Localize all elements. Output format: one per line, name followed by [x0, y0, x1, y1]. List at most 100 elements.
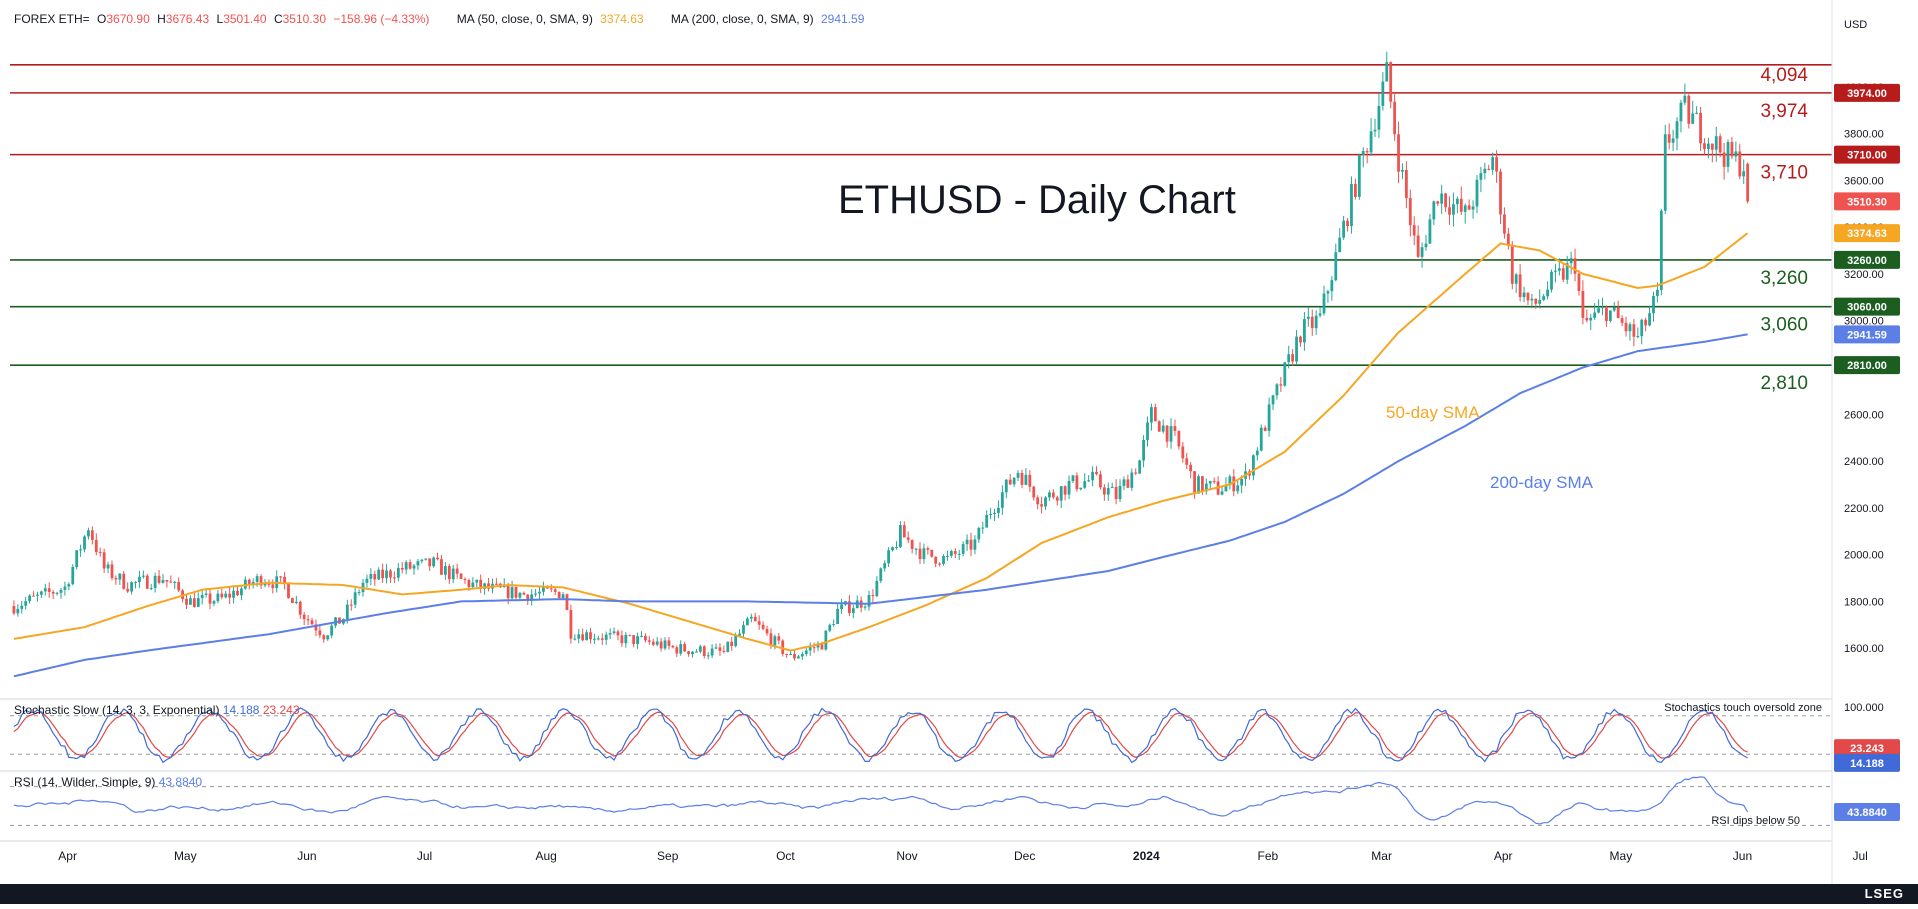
candle	[1397, 121, 1400, 184]
candle-body	[1322, 293, 1326, 314]
candle	[616, 629, 620, 641]
candle	[816, 641, 820, 652]
candle-body	[228, 593, 232, 598]
candle-body	[1197, 476, 1200, 494]
candle	[1091, 466, 1094, 487]
candle	[1628, 322, 1632, 341]
candle	[1365, 147, 1369, 164]
candle-body	[651, 641, 655, 645]
level-label: 3,060	[1760, 315, 1808, 336]
candle	[581, 628, 585, 642]
candle-body	[130, 582, 133, 592]
candle-body	[208, 593, 212, 604]
candle-body	[255, 576, 259, 582]
candle	[828, 623, 832, 633]
candle-body	[200, 594, 204, 599]
candle	[36, 591, 39, 602]
candle-body	[1267, 404, 1271, 431]
candle	[192, 592, 196, 608]
candle-body	[781, 640, 785, 655]
candle	[1667, 123, 1671, 150]
candle	[149, 584, 153, 591]
candle-body	[1263, 427, 1267, 431]
candle	[1204, 478, 1208, 495]
candle-body	[1601, 306, 1604, 309]
candle	[1561, 262, 1565, 283]
candle-body	[1232, 476, 1236, 492]
price-tick-label: 3600.00	[1844, 175, 1884, 187]
candle	[1083, 473, 1087, 489]
candle-body	[173, 581, 177, 583]
candle-body	[471, 582, 475, 588]
candle-body	[326, 635, 330, 640]
candle-body	[1334, 252, 1338, 281]
candle-body	[926, 548, 930, 550]
candle-body	[793, 653, 796, 659]
candle-body	[847, 601, 851, 614]
candle	[1432, 200, 1436, 225]
candle-body	[161, 579, 165, 583]
candle-body	[785, 654, 789, 656]
candle-body	[106, 564, 110, 569]
candle-body	[1738, 151, 1742, 177]
candle	[573, 634, 577, 641]
candle-body	[1377, 105, 1381, 130]
candle-body	[1118, 485, 1122, 500]
candle	[561, 592, 565, 600]
candle-body	[365, 578, 369, 583]
candle	[1228, 474, 1232, 490]
stoch-axis-tag: 23.243	[1834, 739, 1900, 758]
logo-text: LSEG	[1864, 886, 1904, 901]
candle	[1699, 107, 1702, 152]
stoch-d-line	[13, 711, 1748, 759]
candle	[1467, 199, 1471, 211]
candle-body	[1401, 169, 1404, 172]
candle-body	[1279, 384, 1283, 386]
candle	[1393, 91, 1397, 141]
candle	[1428, 213, 1432, 245]
price-axis-tag-bg	[1834, 325, 1900, 344]
candle	[1499, 168, 1502, 225]
candle-body	[400, 567, 404, 570]
candle	[1644, 317, 1648, 332]
candle-body	[1314, 315, 1318, 329]
candle	[130, 581, 133, 595]
candle	[1157, 420, 1161, 432]
candle-body	[910, 539, 914, 549]
candle	[39, 590, 43, 599]
candle-body	[126, 588, 130, 592]
candle	[1338, 228, 1342, 253]
candle-body	[1161, 425, 1165, 432]
candle	[90, 526, 94, 545]
candle-body	[1122, 479, 1126, 486]
ma200-legend-label[interactable]: MA (200, close, 0, SMA, 9)	[670, 12, 814, 26]
candle-body	[526, 594, 530, 602]
candle	[883, 560, 887, 572]
rsi-line	[13, 776, 1749, 825]
candle-body	[1189, 464, 1193, 472]
candle-body	[1636, 336, 1640, 338]
candle-body	[1208, 481, 1212, 484]
ma50-legend-label[interactable]: MA (50, close, 0, SMA, 9)	[456, 12, 593, 26]
candles-layer	[12, 51, 1750, 661]
candle	[71, 564, 75, 586]
candle	[243, 576, 247, 590]
symbol-label[interactable]: FOREX ETH=	[14, 12, 90, 26]
candle-body	[306, 619, 310, 621]
candle	[1283, 361, 1287, 387]
candle	[1044, 496, 1047, 510]
candle-body	[1212, 481, 1216, 483]
candle-body	[396, 567, 400, 578]
candle-body	[1585, 317, 1589, 321]
candle-body	[1475, 179, 1479, 207]
candle	[408, 559, 412, 570]
candle	[1483, 162, 1487, 180]
candle	[377, 567, 381, 580]
candle-body	[1734, 151, 1738, 157]
candle	[494, 578, 498, 586]
candle-body	[1330, 280, 1334, 292]
candle	[1401, 163, 1404, 180]
low-value: 3501.40	[223, 12, 267, 26]
candle	[1016, 470, 1020, 481]
